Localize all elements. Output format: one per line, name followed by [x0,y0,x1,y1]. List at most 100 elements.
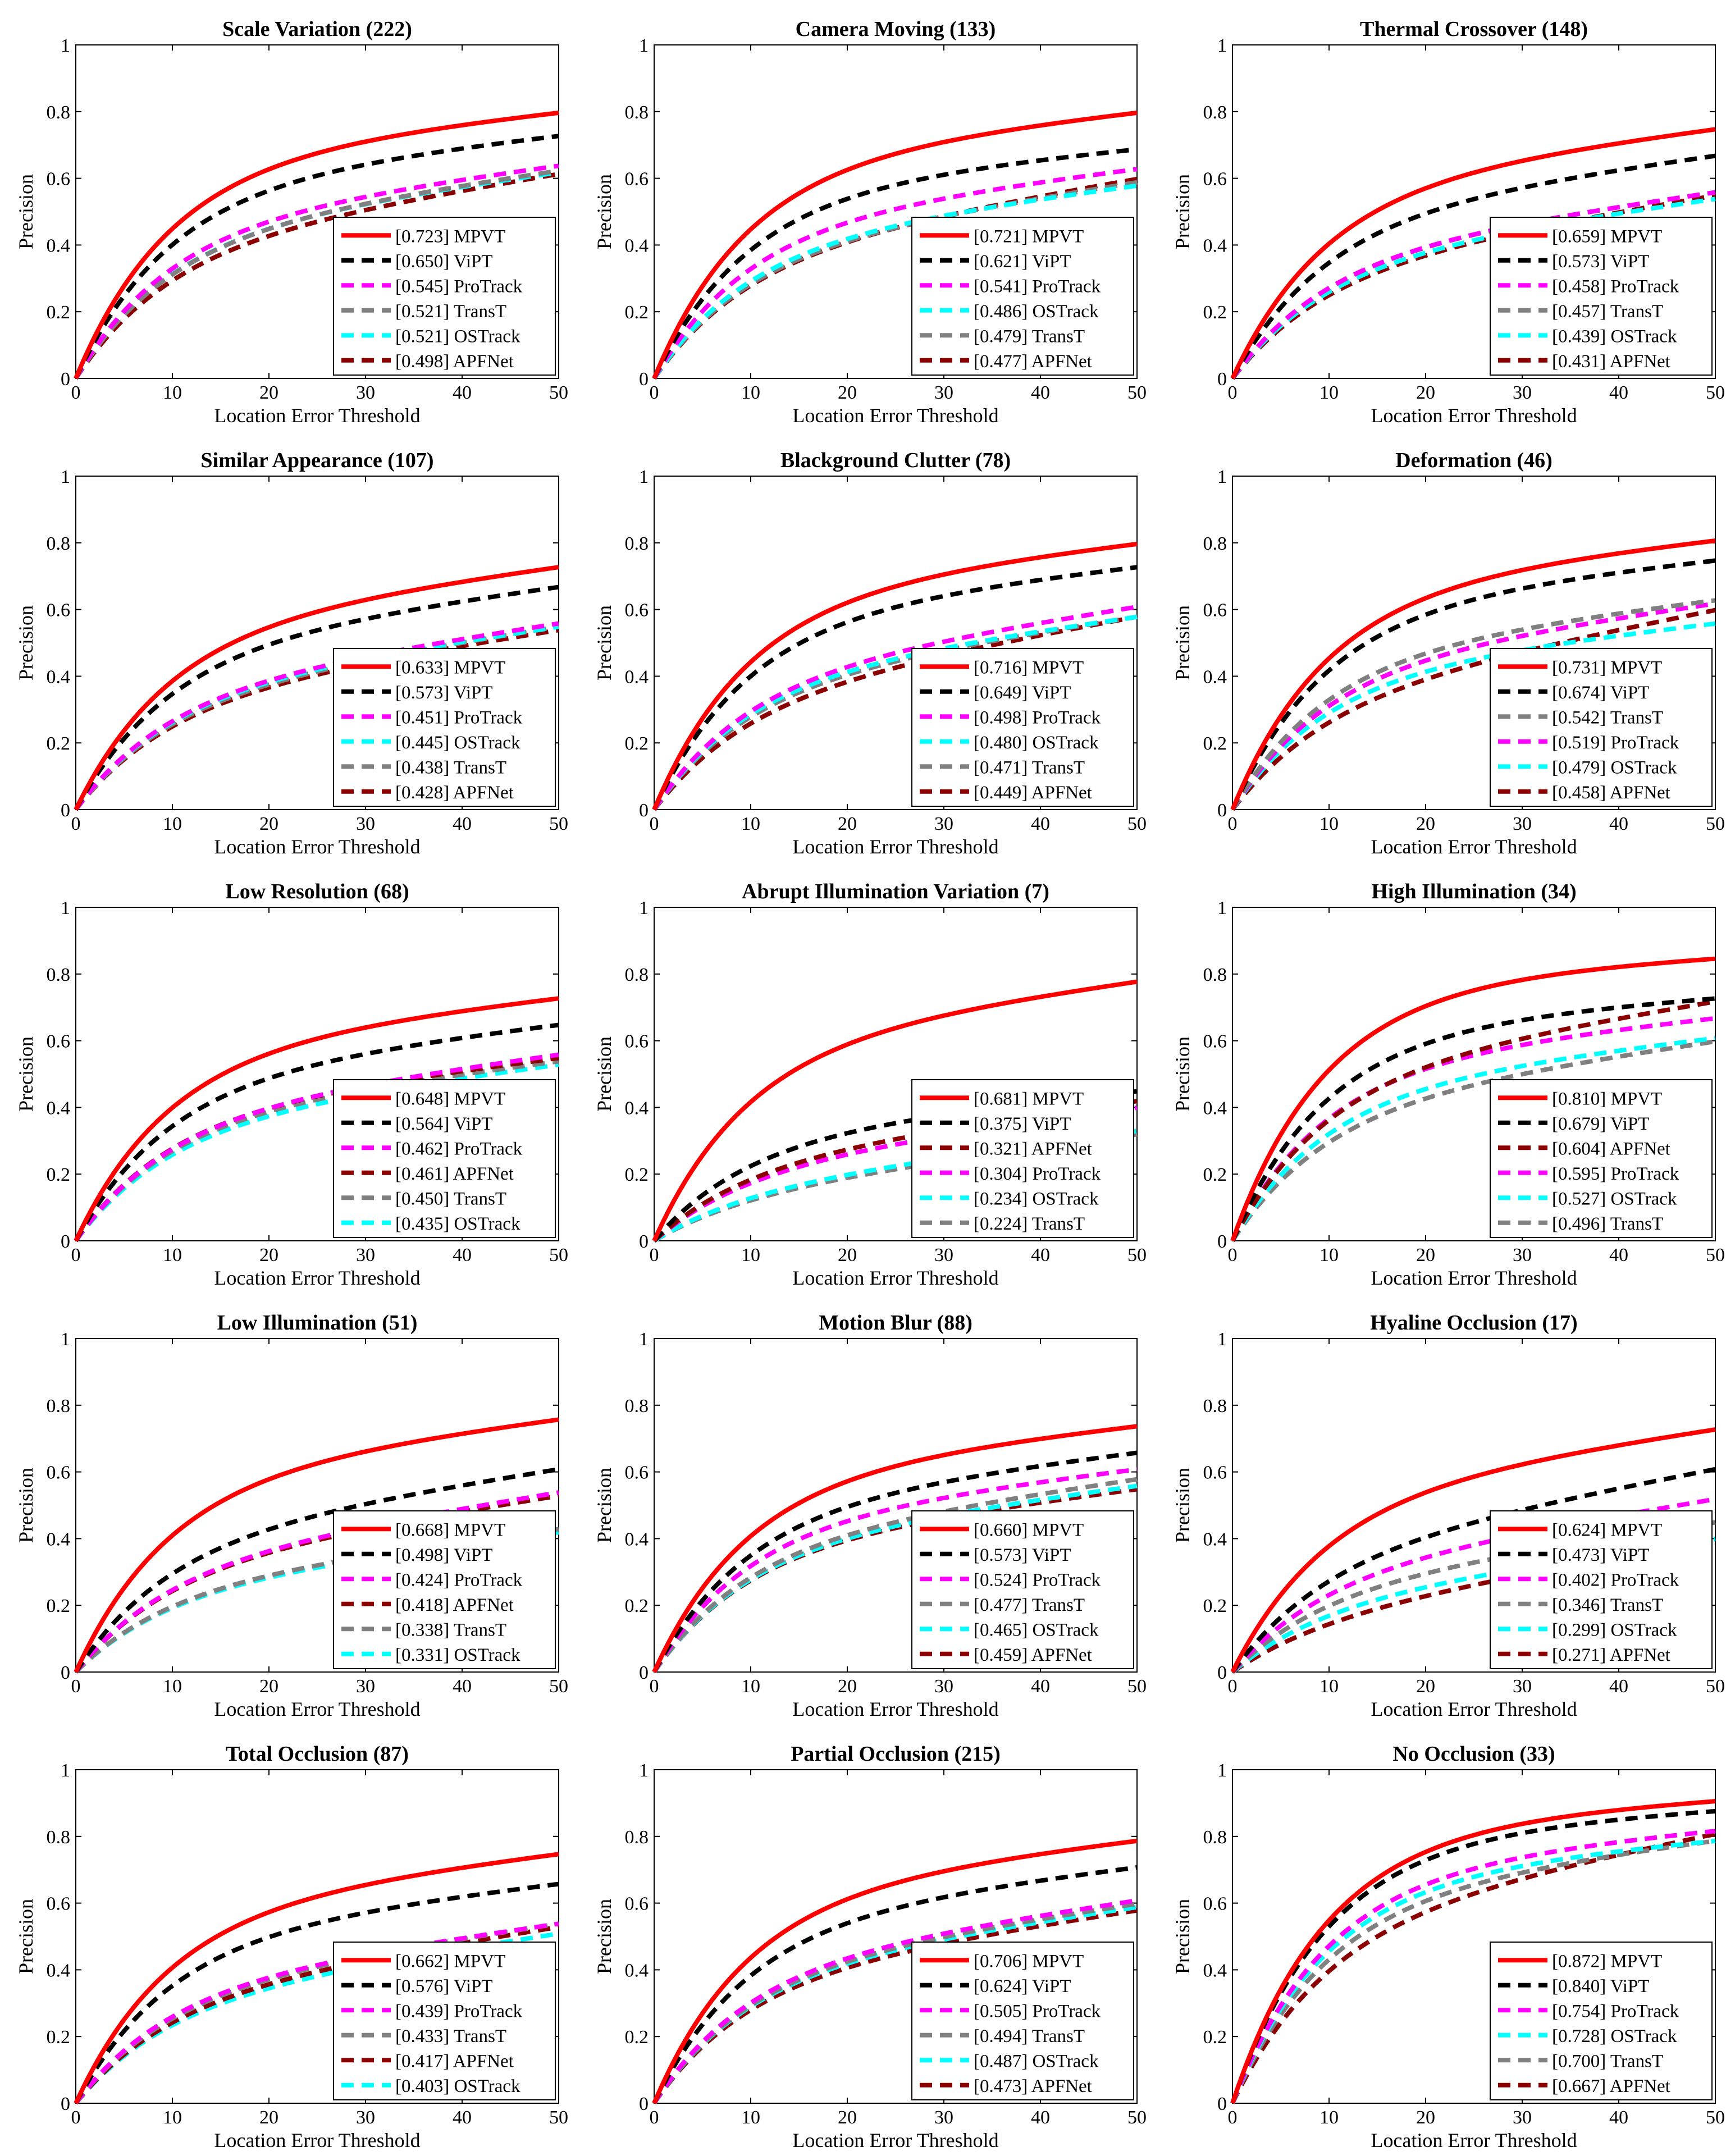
chart-svg: Hyaline Occlusion (17) 0 10 20 30 40 50 0 0.2 0.4… [1171,1311,1725,1720]
x-tick-label: 20 [838,1245,857,1266]
x-tick-label: 30 [1513,814,1532,834]
y-tick-label: 1 [1217,1760,1227,1781]
legend-entry: [0.542] TransT [1552,707,1663,728]
y-tick-label: 1 [61,467,70,487]
legend-entry: [0.473] ViPT [1552,1545,1649,1565]
legend-entry: [0.498] APFNet [395,351,514,372]
legend-entry: [0.723] MPVT [395,226,505,246]
legend-entry: [0.439] ProTrack [395,2001,523,2021]
legend-entry: [0.402] ProTrack [1552,1570,1679,1590]
x-tick-label: 10 [741,1676,760,1697]
legend-entry: [0.716] MPVT [974,657,1084,678]
chart-svg: Low Resolution (68) 0 10 20 30 40 50 0 0.2 0.4 0.6… [15,880,568,1289]
legend [911,1079,1134,1238]
series-line-protrack [74,1921,559,2105]
legend-entry: [0.473] APFNet [974,2076,1092,2096]
x-tick-label: 50 [1706,2107,1725,2128]
y-tick-label: 0.2 [625,1596,649,1616]
series-line-mpvt [1230,956,1716,1242]
y-tick-label: 0.8 [625,965,649,985]
legend [911,217,1134,376]
x-tick-label: 0 [1228,2107,1238,2128]
x-tick-label: 10 [741,1245,760,1266]
series-line-mpvt [652,110,1138,380]
legend-entry: [0.621] ViPT [974,252,1071,272]
x-tick-label: 20 [1416,2107,1435,2128]
series-line-ostrack [652,614,1138,811]
series-line-mpvt [1230,127,1716,380]
series-line-mpvt [74,110,559,380]
x-tick-label: 0 [650,1245,659,1266]
y-tick-label: 0.4 [47,235,71,256]
series-line-vipt [652,1865,1138,2104]
x-tick-label: 10 [1319,382,1339,403]
legend-entry: [0.573] ViPT [974,1545,1071,1565]
y-axis-label: Precision [1171,1036,1194,1112]
legend-entry: [0.433] TransT [395,2026,506,2047]
y-tick-label: 0.4 [1203,1098,1227,1118]
chart-panel: Motion Blur (88) 0 10 20 30 40 50 0 0.2 0.4 0.6 0.8… [578,1294,1157,1720]
y-tick-label: 0 [61,1662,70,1683]
legend [1490,1079,1713,1238]
chart-title: Total Occlusion (87) [226,1742,409,1766]
series-line-mpvt [74,996,559,1242]
x-tick-label: 20 [259,814,278,834]
series-line-transt [74,168,559,380]
series-line-mpvt [74,1417,559,1673]
legend-entry: [0.304] ProTrack [974,1164,1101,1184]
x-tick-label: 0 [71,1245,81,1266]
legend-entry: [0.662] MPVT [395,1951,505,1971]
x-tick-label: 50 [549,1245,568,1266]
y-tick-label: 0.6 [625,1463,649,1483]
x-tick-label: 0 [71,814,81,834]
legend-entry: [0.681] MPVT [974,1089,1084,1109]
series-line-transt [652,1901,1138,2105]
legend-entry: [0.479] OSTrack [1552,757,1677,778]
series-line-ostrack [652,1129,1138,1243]
x-axis-label: Location Error Threshold [1371,835,1577,858]
x-tick-label: 40 [1609,814,1628,834]
y-tick-label: 0.4 [625,1529,649,1550]
legend-entry: [0.479] TransT [974,326,1085,346]
x-tick-label: 10 [741,814,760,834]
y-tick-label: 0.6 [47,1031,71,1052]
y-tick-label: 0.6 [625,1031,649,1052]
legend-entry: [0.728] OSTrack [1552,2026,1677,2047]
x-tick-label: 0 [650,382,659,403]
x-tick-label: 50 [1127,382,1147,403]
x-axis-label: Location Error Threshold [1371,1267,1577,1289]
chart-title: Camera Moving (133) [796,17,996,41]
series-line-protrack [74,1490,559,1674]
x-tick-label: 50 [549,382,568,403]
x-axis-label: Location Error Threshold [1371,2129,1577,2152]
legend-entry: [0.524] ProTrack [974,1570,1101,1590]
y-tick-label: 0.2 [47,1164,71,1185]
y-tick-label: 0.6 [47,169,71,190]
series-line-mpvt [652,979,1138,1242]
legend-entry: [0.496] TransT [1552,1214,1663,1234]
legend-entry: [0.576] ViPT [395,1976,492,1997]
legend-entry: [0.541] ProTrack [974,276,1101,296]
x-tick-label: 40 [1031,814,1050,834]
y-tick-label: 1 [1217,898,1227,919]
chart-svg: Deformation (46) 0 10 20 30 40 50 0 0.2 0.4 0.6 0.8… [1171,449,1725,858]
legend-entry: [0.700] TransT [1552,2051,1663,2071]
y-tick-label: 0.2 [625,733,649,754]
legend [911,1942,1134,2100]
y-tick-label: 1 [61,1760,70,1781]
legend-entry: [0.494] TransT [974,2026,1085,2047]
x-axis-label: Location Error Threshold [792,2129,998,2152]
y-tick-label: 0.8 [1203,1827,1227,1848]
x-tick-label: 40 [1609,1676,1628,1697]
x-axis-label: Location Error Threshold [214,835,420,858]
y-tick-label: 0.4 [1203,1529,1227,1550]
chart-title: Similar Appearance (107) [200,449,433,472]
legend-entry: [0.545] ProTrack [395,276,523,296]
y-tick-label: 0.6 [47,600,71,621]
legend-entry: [0.624] MPVT [1552,1520,1662,1540]
x-tick-label: 50 [1706,1676,1725,1697]
series-line-vipt [74,134,559,380]
legend-entry: [0.321] APFNet [974,1139,1092,1159]
x-tick-label: 0 [1228,1676,1238,1697]
legend [1490,1510,1713,1669]
